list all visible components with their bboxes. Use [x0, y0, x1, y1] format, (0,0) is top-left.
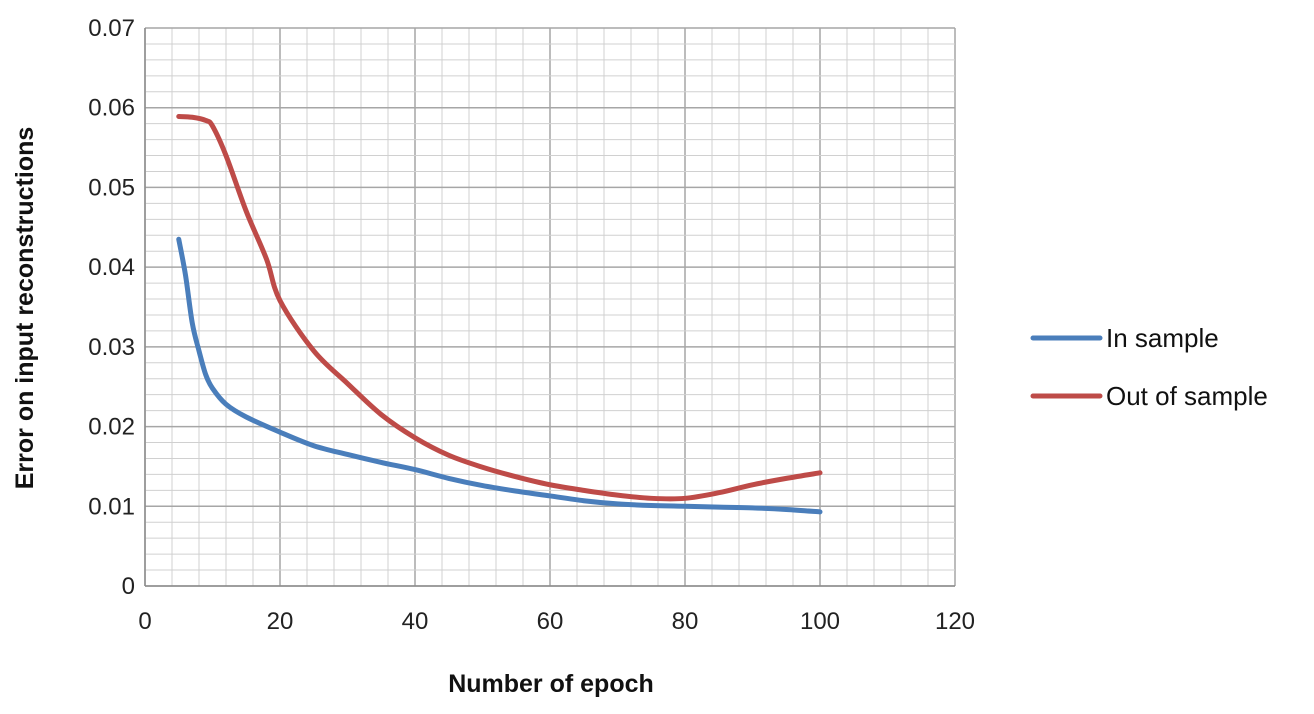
y-tick-label: 0.06: [88, 95, 135, 122]
legend-label-in-sample: In sample: [1106, 323, 1219, 353]
series-line-in-sample: [176, 236, 823, 515]
x-tick-label: 120: [935, 608, 975, 635]
x-tick-label: 100: [800, 608, 840, 635]
y-axis-title: Error on input reconstructions: [11, 127, 39, 490]
series-line-out-of-sample: [176, 113, 823, 502]
x-tick-label: 40: [402, 608, 429, 635]
x-tick-label: 80: [672, 608, 699, 635]
y-tick-label: 0.05: [88, 174, 135, 201]
y-tick-label: 0.02: [88, 414, 135, 441]
data-series: [176, 113, 823, 515]
y-tick-label: 0: [122, 573, 135, 600]
y-tick-label: 0.03: [88, 334, 135, 361]
y-tick-label: 0.07: [88, 15, 135, 42]
x-axis-title: Number of epoch: [448, 670, 654, 698]
axes: [144, 28, 955, 587]
tick-labels: 0 20 40 60 80 100 120 0 0.01 0.02 0.03 0.04 0.05 0.06…: [88, 15, 975, 635]
y-tick-label: 0.04: [88, 254, 135, 281]
x-tick-label: 20: [267, 608, 294, 635]
x-tick-label: 0: [138, 608, 151, 635]
legend: In sample Out of sample: [1030, 323, 1268, 411]
legend-label-out-of-sample: Out of sample: [1106, 381, 1268, 411]
x-tick-label: 60: [537, 608, 564, 635]
y-tick-label: 0.01: [88, 493, 135, 520]
